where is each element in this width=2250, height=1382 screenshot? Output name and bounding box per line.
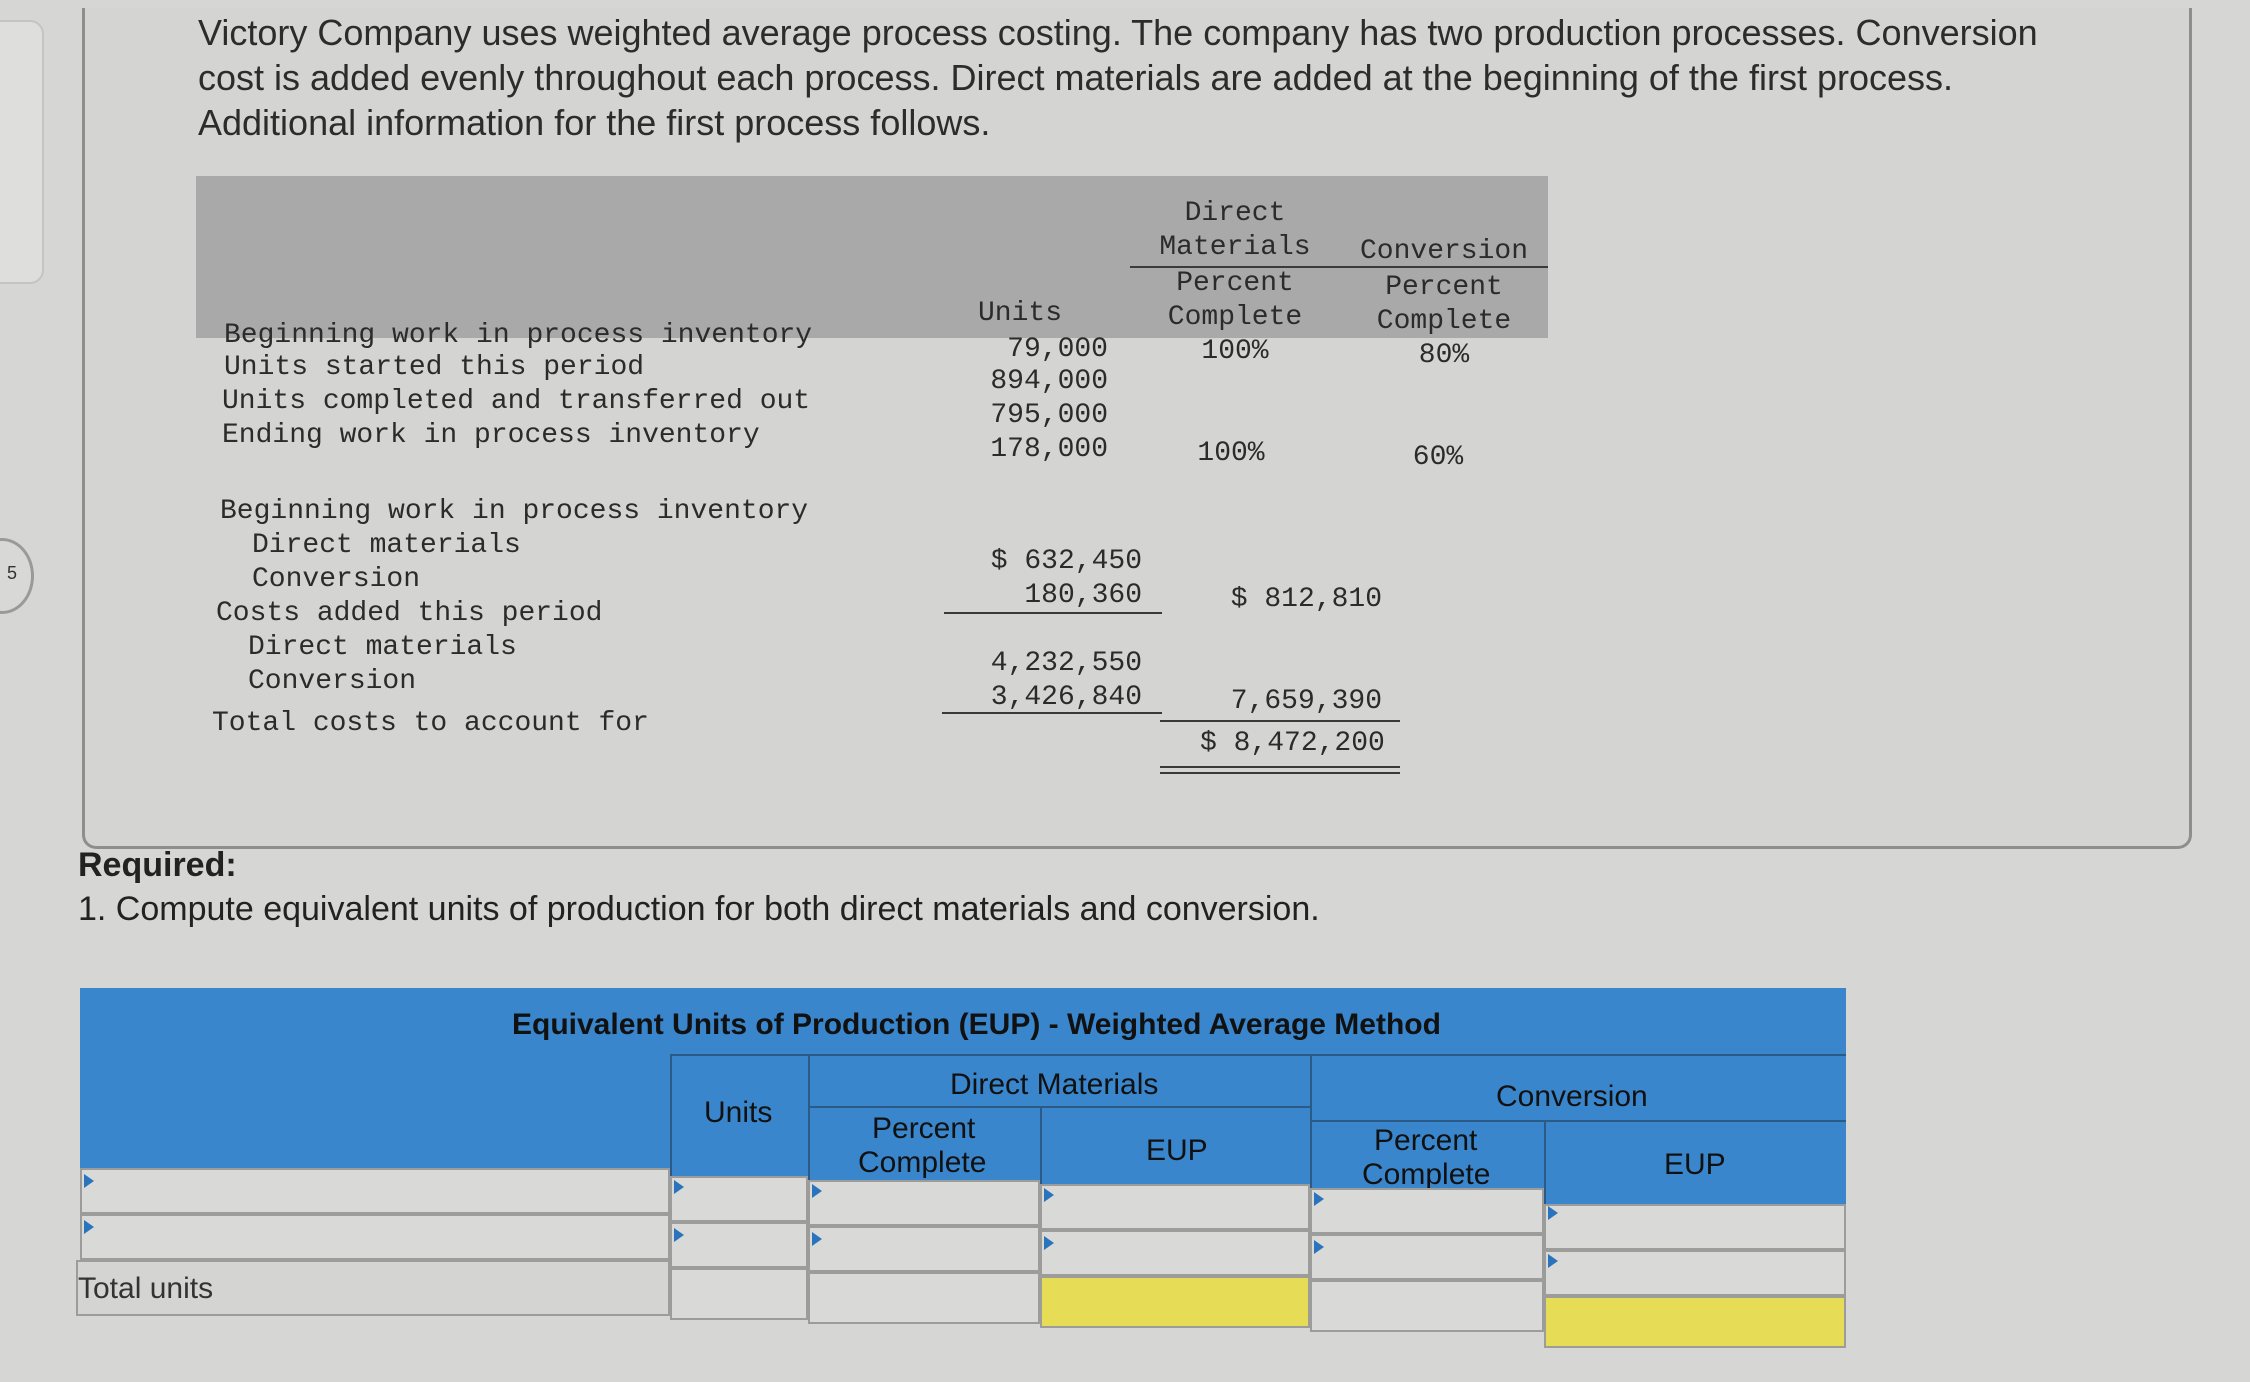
cost-added-conv-value: 3,426,840	[990, 682, 1142, 713]
dropdown-arrow-icon	[84, 1174, 94, 1188]
eup-conv-subheader-line	[1310, 1120, 1846, 1122]
total-double-underline-1	[1160, 766, 1400, 768]
row-ewip-conv: 60%	[1412, 442, 1464, 473]
row-started-units: 894,000	[990, 366, 1108, 397]
eup-dm-eup-header: EUP	[1146, 1134, 1208, 1167]
header-divider	[1130, 266, 1548, 268]
cost-bwip-total: $ 812,810	[1230, 584, 1382, 615]
total-units-cell	[670, 1268, 808, 1320]
row-completed-label: Units completed and transferred out	[222, 386, 811, 417]
total-double-underline-2	[1160, 772, 1400, 774]
units-header: Units	[977, 298, 1062, 329]
row-bwip-units: 79,000	[1007, 334, 1108, 365]
eup-table-title: Equivalent Units of Production (EUP) - W…	[512, 1008, 1441, 1041]
cost-bwip-dm-label: Direct materials	[252, 530, 521, 561]
eup-dm-percent-line2: Complete	[858, 1146, 987, 1179]
total-dm-eup-input[interactable]	[1040, 1276, 1310, 1328]
eup-conv-percent-line1: Percent	[1374, 1124, 1478, 1157]
required-label: Required:	[78, 846, 237, 884]
eup-dm-subheader-line	[808, 1106, 1310, 1108]
total-conv-percent-cell	[1310, 1280, 1544, 1332]
dropdown-arrow-icon	[1044, 1236, 1054, 1250]
eup-dm-percent-line1: Percent	[872, 1112, 976, 1145]
eup-conv-group-header: Conversion	[1496, 1080, 1648, 1113]
row-ewip-dm: 100%	[1197, 438, 1265, 469]
row2-dm-eup-input[interactable]	[1040, 1230, 1310, 1276]
cost-total-label: Total costs to account for	[212, 708, 649, 739]
eup-header-divider-1	[670, 1054, 1846, 1056]
eup-conv-percent-line2: Complete	[1362, 1158, 1491, 1191]
row2-conv-eup-input[interactable]	[1544, 1250, 1846, 1296]
row2-conv-percent-input[interactable]	[1310, 1234, 1544, 1280]
dropdown-arrow-icon	[1548, 1254, 1558, 1268]
dropdown-arrow-icon	[812, 1184, 822, 1198]
previous-panel-edge	[0, 20, 44, 284]
cost-bwip-conv-value: 180,360	[1024, 580, 1142, 611]
cost-bwip-label: Beginning work in process inventory	[220, 496, 809, 527]
total-conv-eup-input[interactable]	[1544, 1296, 1846, 1348]
cost-added-dm-value: 4,232,550	[990, 648, 1142, 679]
row-ewip-label: Ending work in process inventory	[222, 420, 760, 451]
row2-dm-percent-input[interactable]	[808, 1226, 1040, 1272]
eup-col-divider-dm-eup	[1040, 1106, 1042, 1208]
row-bwip-label: Beginning work in process inventory	[224, 320, 813, 351]
eup-units-header: Units	[704, 1096, 773, 1129]
added-subtotal-line	[942, 712, 1162, 714]
problem-panel	[82, 8, 2192, 849]
dropdown-arrow-icon	[1314, 1192, 1324, 1206]
row-bwip-conv: 80%	[1418, 340, 1470, 371]
cost-bwip-conv-label: Conversion	[252, 564, 421, 595]
bwip-subtotal-line	[944, 612, 1162, 614]
cost-added-total: 7,659,390	[1230, 686, 1382, 717]
cost-bwip-dm-value: $ 632,450	[990, 546, 1142, 577]
eup-dm-group-header: Direct Materials	[950, 1068, 1159, 1101]
dropdown-arrow-icon	[1314, 1240, 1324, 1254]
row-completed-units: 795,000	[990, 400, 1108, 431]
eup-col-divider-conv-start	[1310, 1054, 1312, 1208]
eup-conv-eup-header: EUP	[1664, 1148, 1726, 1181]
row1-dm-percent-input[interactable]	[808, 1180, 1040, 1226]
conv-header: Conversion	[1359, 236, 1529, 267]
dropdown-arrow-icon	[674, 1180, 684, 1194]
dropdown-arrow-icon	[674, 1228, 684, 1242]
row2-units-input[interactable]	[670, 1222, 808, 1268]
conv-complete-header: Complete	[1376, 306, 1512, 337]
cost-added-label: Costs added this period	[216, 598, 603, 629]
dm-percent-header: Percent	[1176, 268, 1294, 299]
cost-added-dm-label: Direct materials	[248, 632, 517, 663]
row2-description-select[interactable]	[80, 1214, 670, 1260]
eup-col-divider-dm-start	[808, 1054, 810, 1208]
dropdown-arrow-icon	[84, 1220, 94, 1234]
row-bwip-dm: 100%	[1201, 336, 1269, 367]
added-total-line	[1160, 720, 1400, 722]
total-units-label: Total units	[78, 1272, 214, 1305]
dropdown-arrow-icon	[1044, 1188, 1054, 1202]
row1-conv-percent-input[interactable]	[1310, 1188, 1544, 1234]
total-row-label-cell	[76, 1260, 670, 1316]
intro-text: Victory Company uses weighted average pr…	[198, 12, 2038, 143]
eup-col-divider-units	[670, 1054, 672, 1208]
units-table-header	[196, 176, 1548, 338]
row1-units-input[interactable]	[670, 1176, 808, 1222]
dropdown-arrow-icon	[812, 1232, 822, 1246]
row-started-label: Units started this period	[224, 352, 645, 383]
row1-conv-eup-input[interactable]	[1544, 1204, 1846, 1250]
row1-description-select[interactable]	[80, 1168, 670, 1214]
row1-dm-eup-input[interactable]	[1040, 1184, 1310, 1230]
dropdown-arrow-icon	[1548, 1206, 1558, 1220]
row-ewip-units: 178,000	[990, 434, 1108, 465]
conv-percent-header: Percent	[1385, 272, 1503, 303]
dm-header-line2: Materials	[1159, 232, 1311, 263]
question-text: 1. Compute equivalent units of productio…	[78, 890, 1320, 928]
dm-header-line1: Direct	[1184, 198, 1286, 229]
eup-table: Equivalent Units of Production (EUP) - W…	[76, 988, 1846, 1348]
cost-total-value: $ 8,472,200	[1200, 728, 1385, 759]
cost-added-conv-label: Conversion	[248, 666, 417, 697]
total-dm-percent-cell	[808, 1272, 1040, 1324]
eup-col-divider-conv-eup	[1544, 1120, 1546, 1208]
dm-complete-header: Complete	[1167, 302, 1303, 333]
question-number-badge: 5	[0, 538, 34, 614]
